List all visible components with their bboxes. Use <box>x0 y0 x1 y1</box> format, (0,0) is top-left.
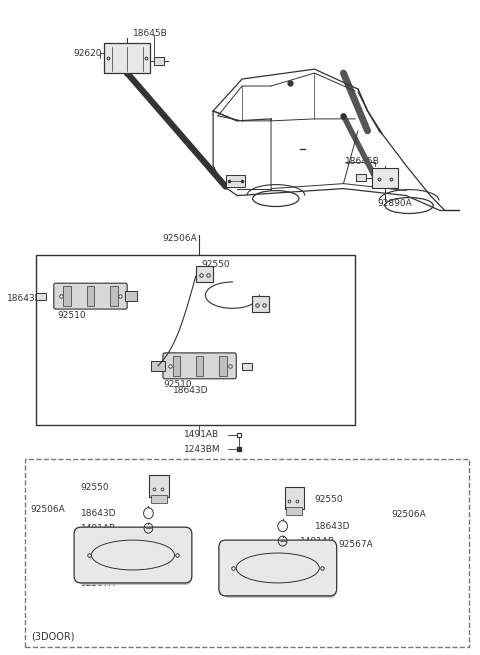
Text: 92550: 92550 <box>202 260 230 269</box>
Text: 1491AB: 1491AB <box>184 430 219 439</box>
Bar <box>172 356 180 376</box>
FancyBboxPatch shape <box>224 546 336 598</box>
Text: 92620: 92620 <box>73 48 102 58</box>
Bar <box>154 57 164 65</box>
Bar <box>125 291 137 301</box>
Bar <box>219 356 227 376</box>
Bar <box>36 293 46 300</box>
Bar <box>63 286 71 306</box>
Text: 18645B: 18645B <box>133 29 168 38</box>
Bar <box>372 168 397 187</box>
Bar <box>285 487 304 509</box>
Bar <box>151 495 167 503</box>
Bar <box>242 363 252 370</box>
Bar <box>252 296 269 312</box>
Text: 1491AB: 1491AB <box>300 536 335 546</box>
Text: 92510: 92510 <box>163 381 192 389</box>
Text: 92567A: 92567A <box>81 580 116 588</box>
Bar <box>110 286 118 306</box>
Text: (3DOOR): (3DOOR) <box>31 631 74 642</box>
FancyBboxPatch shape <box>74 527 192 583</box>
Bar <box>151 361 165 371</box>
Text: 92506A: 92506A <box>392 510 426 519</box>
Bar <box>196 267 213 282</box>
Text: 18643D: 18643D <box>314 521 350 531</box>
Text: 92506A: 92506A <box>31 505 65 514</box>
Text: 18643D: 18643D <box>172 386 208 395</box>
Text: 1491AB: 1491AB <box>81 523 116 533</box>
FancyBboxPatch shape <box>219 540 336 596</box>
Text: 92506A: 92506A <box>162 234 197 243</box>
Text: 18645B: 18645B <box>346 157 380 166</box>
Bar <box>196 356 204 376</box>
Bar <box>104 43 150 73</box>
Text: 1243BM: 1243BM <box>184 445 221 454</box>
Text: 18643D: 18643D <box>7 293 42 303</box>
Text: 92510: 92510 <box>58 310 86 320</box>
Bar <box>287 507 302 515</box>
Text: 92567A: 92567A <box>338 540 373 549</box>
Text: 18643D: 18643D <box>81 509 116 517</box>
Bar <box>36 255 355 424</box>
Text: 92890A: 92890A <box>377 199 412 208</box>
FancyBboxPatch shape <box>163 353 236 379</box>
Bar <box>356 174 366 181</box>
FancyBboxPatch shape <box>54 283 127 309</box>
Bar <box>149 476 168 497</box>
Bar <box>25 459 469 646</box>
Text: 92550: 92550 <box>314 495 343 504</box>
FancyBboxPatch shape <box>79 533 191 585</box>
Bar <box>226 175 245 187</box>
Bar <box>86 286 95 306</box>
Text: 92550: 92550 <box>81 483 109 492</box>
